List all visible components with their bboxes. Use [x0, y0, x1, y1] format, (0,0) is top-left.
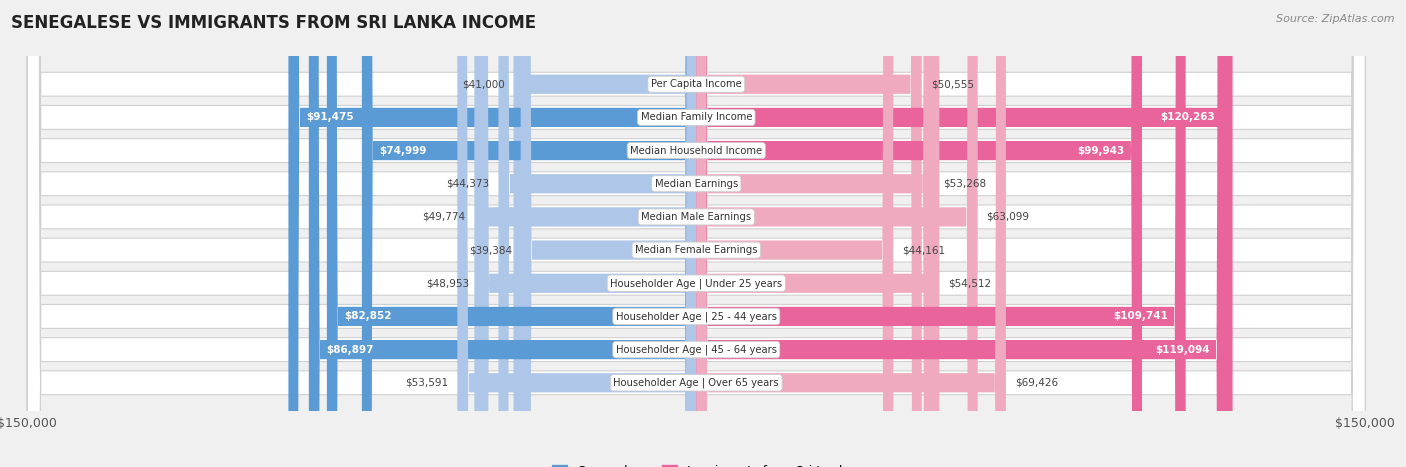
Text: $41,000: $41,000 — [461, 79, 505, 89]
FancyBboxPatch shape — [513, 0, 696, 467]
Text: $91,475: $91,475 — [307, 113, 354, 122]
FancyBboxPatch shape — [696, 0, 893, 467]
Legend: Senegalese, Immigrants from Sri Lanka: Senegalese, Immigrants from Sri Lanka — [547, 460, 859, 467]
Text: $119,094: $119,094 — [1154, 345, 1209, 354]
Text: Householder Age | 45 - 64 years: Householder Age | 45 - 64 years — [616, 344, 776, 355]
Text: $49,774: $49,774 — [422, 212, 465, 222]
Text: $63,099: $63,099 — [987, 212, 1029, 222]
Text: Median Earnings: Median Earnings — [655, 179, 738, 189]
Text: $82,852: $82,852 — [344, 311, 392, 321]
FancyBboxPatch shape — [478, 0, 696, 467]
Text: $99,943: $99,943 — [1077, 146, 1125, 156]
Text: Median Household Income: Median Household Income — [630, 146, 762, 156]
FancyBboxPatch shape — [696, 0, 934, 467]
Text: Median Male Earnings: Median Male Earnings — [641, 212, 751, 222]
FancyBboxPatch shape — [28, 0, 1365, 467]
FancyBboxPatch shape — [499, 0, 696, 467]
FancyBboxPatch shape — [28, 0, 1365, 467]
FancyBboxPatch shape — [696, 0, 1227, 467]
Text: $69,426: $69,426 — [1015, 378, 1057, 388]
FancyBboxPatch shape — [28, 0, 1365, 467]
FancyBboxPatch shape — [28, 0, 1365, 467]
Text: $109,741: $109,741 — [1114, 311, 1168, 321]
FancyBboxPatch shape — [696, 0, 977, 467]
FancyBboxPatch shape — [474, 0, 696, 467]
FancyBboxPatch shape — [696, 0, 1142, 467]
FancyBboxPatch shape — [28, 0, 1365, 467]
Text: $86,897: $86,897 — [326, 345, 374, 354]
FancyBboxPatch shape — [326, 0, 696, 467]
Text: $54,512: $54,512 — [948, 278, 991, 288]
Text: Median Female Earnings: Median Female Earnings — [636, 245, 758, 255]
FancyBboxPatch shape — [28, 0, 1365, 467]
FancyBboxPatch shape — [520, 0, 696, 467]
FancyBboxPatch shape — [696, 0, 1185, 467]
FancyBboxPatch shape — [696, 0, 939, 467]
Text: Source: ZipAtlas.com: Source: ZipAtlas.com — [1277, 14, 1395, 24]
Text: Householder Age | 25 - 44 years: Householder Age | 25 - 44 years — [616, 311, 776, 322]
FancyBboxPatch shape — [696, 0, 922, 467]
Text: $50,555: $50,555 — [931, 79, 974, 89]
FancyBboxPatch shape — [28, 0, 1365, 467]
Text: SENEGALESE VS IMMIGRANTS FROM SRI LANKA INCOME: SENEGALESE VS IMMIGRANTS FROM SRI LANKA … — [11, 14, 536, 32]
FancyBboxPatch shape — [361, 0, 696, 467]
Text: $53,591: $53,591 — [405, 378, 449, 388]
FancyBboxPatch shape — [28, 0, 1365, 467]
Text: $44,161: $44,161 — [903, 245, 945, 255]
FancyBboxPatch shape — [28, 0, 1365, 467]
Text: $44,373: $44,373 — [446, 179, 489, 189]
FancyBboxPatch shape — [28, 0, 1365, 467]
Text: $120,263: $120,263 — [1160, 113, 1215, 122]
FancyBboxPatch shape — [457, 0, 696, 467]
FancyBboxPatch shape — [696, 0, 1005, 467]
FancyBboxPatch shape — [309, 0, 696, 467]
FancyBboxPatch shape — [696, 0, 1233, 467]
FancyBboxPatch shape — [288, 0, 696, 467]
Text: $74,999: $74,999 — [380, 146, 427, 156]
Text: Householder Age | Over 65 years: Householder Age | Over 65 years — [613, 377, 779, 388]
Text: $53,268: $53,268 — [943, 179, 986, 189]
Text: Median Family Income: Median Family Income — [641, 113, 752, 122]
Text: $48,953: $48,953 — [426, 278, 470, 288]
Text: $39,384: $39,384 — [468, 245, 512, 255]
Text: Per Capita Income: Per Capita Income — [651, 79, 742, 89]
Text: Householder Age | Under 25 years: Householder Age | Under 25 years — [610, 278, 782, 289]
